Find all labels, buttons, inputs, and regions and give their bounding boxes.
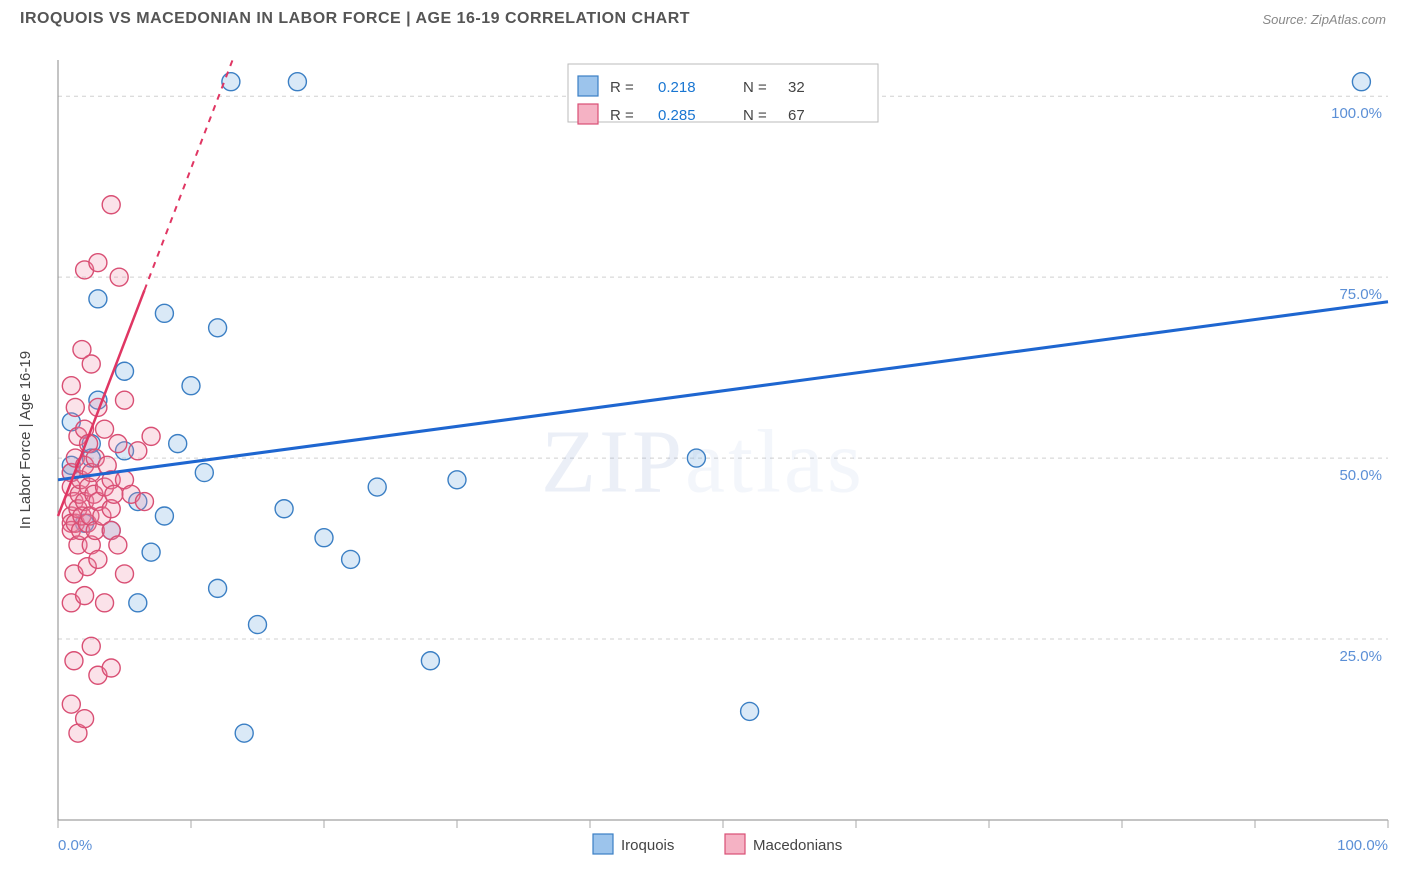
- data-point: [82, 637, 100, 655]
- data-point: [102, 196, 120, 214]
- legend-r-label: R =: [610, 79, 634, 96]
- data-point: [421, 652, 439, 670]
- legend-n-value: 32: [788, 79, 805, 96]
- data-point: [222, 73, 240, 91]
- data-point: [235, 724, 253, 742]
- data-point: [66, 398, 84, 416]
- legend-swatch: [578, 76, 598, 96]
- data-point: [1352, 73, 1370, 91]
- data-point: [129, 594, 147, 612]
- data-point: [315, 529, 333, 547]
- data-point: [89, 254, 107, 272]
- data-point: [62, 695, 80, 713]
- data-point: [76, 587, 94, 605]
- data-point: [96, 594, 114, 612]
- data-point: [142, 427, 160, 445]
- data-point: [169, 435, 187, 453]
- y-tick-label: 50.0%: [1339, 467, 1382, 484]
- data-point: [687, 449, 705, 467]
- data-point: [116, 362, 134, 380]
- chart-title: IROQUOIS VS MACEDONIAN IN LABOR FORCE | …: [20, 10, 690, 28]
- chart-container: 25.0% 50.0% 75.0% 100.0% 0.0% 100.0% In Labor …: [8, 40, 1398, 884]
- data-point: [275, 500, 293, 518]
- trend-line: [58, 302, 1388, 480]
- data-point: [76, 710, 94, 728]
- legend-n-label: N =: [743, 107, 767, 124]
- legend-r-value: 0.218: [658, 79, 696, 96]
- x-tick-label: 100.0%: [1337, 837, 1388, 854]
- data-point: [82, 355, 100, 373]
- legend-n-value: 67: [788, 107, 805, 124]
- trend-line-dashed: [144, 60, 232, 290]
- data-point: [741, 702, 759, 720]
- y-tick-label: 100.0%: [1331, 105, 1382, 122]
- legend-swatch: [578, 104, 598, 124]
- data-point: [89, 290, 107, 308]
- data-point: [135, 493, 153, 511]
- data-point: [65, 652, 83, 670]
- bottom-legend-label: Macedonians: [753, 837, 842, 854]
- y-axis-label: In Labor Force | Age 16-19: [17, 351, 34, 529]
- data-point: [368, 478, 386, 496]
- chart-source: Source: ZipAtlas.com: [1262, 12, 1386, 27]
- data-point: [249, 616, 267, 634]
- data-point: [62, 377, 80, 395]
- data-point: [342, 550, 360, 568]
- data-point: [102, 659, 120, 677]
- data-point: [182, 377, 200, 395]
- bottom-legend-label: Iroquois: [621, 837, 674, 854]
- bottom-legend-swatch: [725, 834, 745, 854]
- data-point: [195, 464, 213, 482]
- data-point: [142, 543, 160, 561]
- data-point: [448, 471, 466, 489]
- chart-header: IROQUOIS VS MACEDONIAN IN LABOR FORCE | …: [0, 0, 1406, 34]
- data-point: [155, 507, 173, 525]
- data-point: [116, 391, 134, 409]
- data-point: [110, 268, 128, 286]
- x-tick-label: 0.0%: [58, 837, 92, 854]
- correlation-scatter-chart: 25.0% 50.0% 75.0% 100.0% 0.0% 100.0% In Labor …: [8, 40, 1398, 884]
- legend-n-label: N =: [743, 79, 767, 96]
- data-point: [288, 73, 306, 91]
- bottom-legend-swatch: [593, 834, 613, 854]
- y-tick-label: 75.0%: [1339, 286, 1382, 303]
- data-point: [209, 579, 227, 597]
- data-point: [109, 536, 127, 554]
- legend-r-label: R =: [610, 107, 634, 124]
- data-point: [155, 304, 173, 322]
- legend-r-value: 0.285: [658, 107, 696, 124]
- data-point: [116, 565, 134, 583]
- data-point: [96, 420, 114, 438]
- data-point: [209, 319, 227, 337]
- data-point: [89, 550, 107, 568]
- data-point: [109, 435, 127, 453]
- y-tick-label: 25.0%: [1339, 648, 1382, 665]
- data-point: [129, 442, 147, 460]
